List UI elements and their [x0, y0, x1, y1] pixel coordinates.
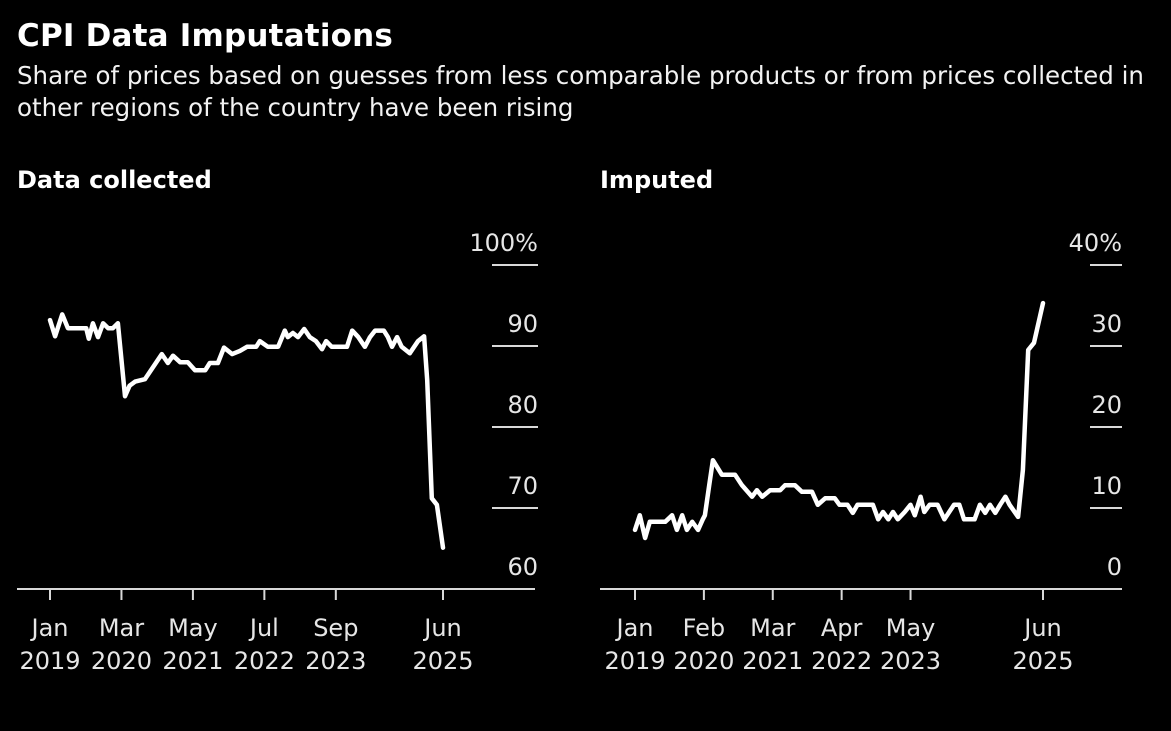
- imputed-x-tick-month: May: [886, 614, 936, 642]
- collected-series-line: [47, 312, 446, 550]
- imputed-x-tick-year: 2021: [742, 647, 803, 675]
- imputed-x-tick-month: Jun: [1022, 614, 1062, 642]
- imputed-x-tick-year: 2019: [604, 647, 665, 675]
- collected-x-tick-month: Sep: [313, 614, 358, 642]
- imputed-x-tick-year: 2023: [880, 647, 941, 675]
- collected-y-tick-label: 60: [507, 553, 538, 581]
- collected-x-tick-year: 2019: [19, 647, 80, 675]
- imputed-y-tick-label: 30: [1091, 310, 1122, 338]
- collected-x-tick-year: 2022: [234, 647, 295, 675]
- collected-y-tick-label: 80: [507, 391, 538, 419]
- collected-y-tick-label: 90: [507, 310, 538, 338]
- imputed-y-tick-label: 10: [1091, 472, 1122, 500]
- collected-x-tick-month: Jul: [248, 614, 279, 642]
- collected-x-tick-year: 2020: [91, 647, 152, 675]
- collected-x-tick-month: Jan: [30, 614, 69, 642]
- collected-x-tick-year: 2023: [305, 647, 366, 675]
- imputed-x-tick-month: Apr: [821, 614, 863, 642]
- collected-x-tick-month: May: [168, 614, 218, 642]
- chart-subtitle: Share of prices based on guesses from le…: [17, 61, 1144, 122]
- imputed-x-tick-year: 2022: [811, 647, 872, 675]
- collected-x-tick-month: Jun: [422, 614, 462, 642]
- imputed-x-tick-month: Mar: [750, 614, 795, 642]
- chart-title: CPI Data Imputations: [17, 18, 394, 54]
- collected-y-tick-label: 100%: [469, 229, 538, 257]
- panel-title-imputed: Imputed: [600, 166, 714, 194]
- imputed-x-tick-month: Jan: [615, 614, 654, 642]
- collected-y-tick-label: 70: [507, 472, 538, 500]
- imputed-y-tick-label: 20: [1091, 391, 1122, 419]
- collected-x-tick-month: Mar: [99, 614, 144, 642]
- imputed-y-tick-label: 0: [1107, 553, 1122, 581]
- imputed-series-line: [632, 300, 1046, 541]
- imputed-x-tick-year: 2020: [673, 647, 734, 675]
- panel-title-data-collected: Data collected: [17, 166, 212, 194]
- collected-x-tick-year: 2025: [412, 647, 473, 675]
- imputed-x-tick-year: 2025: [1012, 647, 1073, 675]
- imputed-y-tick-label: 40%: [1069, 229, 1122, 257]
- imputed-x-tick-month: Feb: [683, 614, 726, 642]
- collected-x-tick-year: 2021: [162, 647, 223, 675]
